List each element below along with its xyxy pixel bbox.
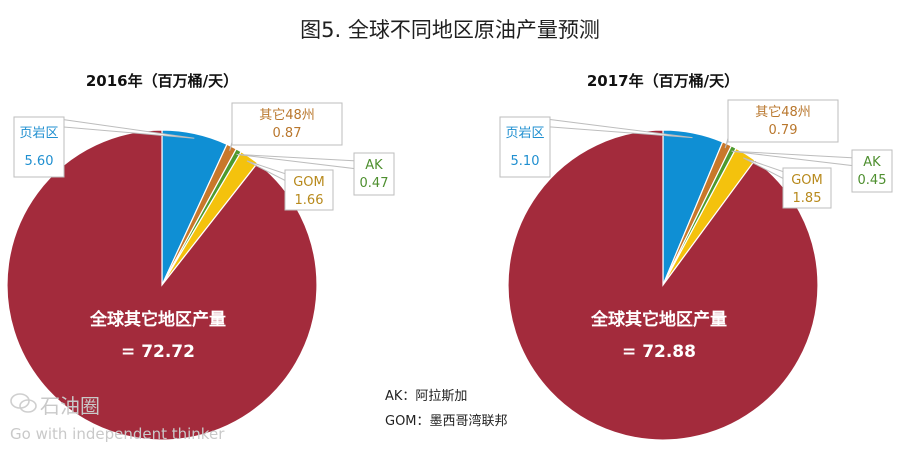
pie-slice <box>507 129 819 441</box>
callout-box <box>284 169 334 211</box>
watermark-name: 石油圈 <box>40 394 100 418</box>
slice-value: 0.79 <box>769 123 798 138</box>
figure-title: 图5. 全球不同地区原油产量预测 <box>300 18 600 42</box>
slice-label: AK <box>863 155 881 170</box>
slice-label: 其它48州 <box>755 104 811 120</box>
slice-value: 0.87 <box>273 126 302 141</box>
wechat-icon <box>10 393 37 413</box>
pie-chart-title: 2017年（百万桶/天） <box>587 72 739 90</box>
slice-value: 1.85 <box>793 191 822 206</box>
pie-chart-2: 2017年（百万桶/天） 页岩区 5.10 其它48州 0.79 AK 0.45 GOM 1.8… <box>499 72 893 441</box>
slice-label: 全球其它地区产量 <box>590 309 727 330</box>
pie-chart-title: 2016年（百万桶/天） <box>86 72 238 90</box>
slice-label: 页岩区 <box>505 126 544 141</box>
slice-value: 0.47 <box>360 176 389 191</box>
slice-value: 0.45 <box>858 173 887 188</box>
callout-box <box>13 116 65 178</box>
callout-box <box>353 152 395 196</box>
slice-value: = 72.72 <box>121 342 195 362</box>
watermark-slogan: Go with independent thinker <box>10 425 225 443</box>
callout-box <box>499 116 551 178</box>
callout-box <box>231 102 343 146</box>
callout-box <box>727 99 839 143</box>
slice-value: 1.66 <box>295 193 324 208</box>
slice-label: 页岩区 <box>19 126 58 141</box>
pie-slice <box>6 129 318 441</box>
slice-label: AK <box>365 158 383 173</box>
watermark: 石油圈 Go with independent thinker <box>10 390 224 443</box>
callout-box <box>851 149 893 193</box>
slice-label: GOM <box>293 175 325 190</box>
callout-box <box>782 167 832 209</box>
callout-leader <box>537 117 693 139</box>
pie-chart-1: 2016年（百万桶/天） 页岩区 5.60 其它48州 0.87 AK 0.47 GOM 1.6… <box>6 72 395 441</box>
slice-label: 其它48州 <box>259 107 315 123</box>
slice-value: 5.10 <box>511 154 540 169</box>
legend-note-ak: AK：阿拉斯加 <box>385 389 468 404</box>
legend-note-gom: GOM：墨西哥湾联邦 <box>385 414 508 429</box>
slice-label: 全球其它地区产量 <box>89 309 226 330</box>
slice-value: = 72.88 <box>622 342 696 362</box>
slice-label: GOM <box>791 173 823 188</box>
slice-value: 5.60 <box>25 154 54 169</box>
